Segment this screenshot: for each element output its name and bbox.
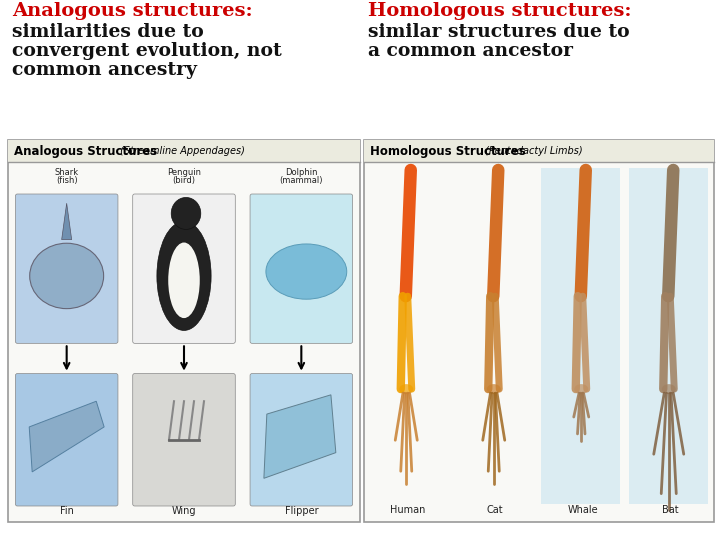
- Text: similar structures due to: similar structures due to: [368, 23, 629, 41]
- Text: Analogous Structures: Analogous Structures: [14, 145, 157, 158]
- Polygon shape: [264, 395, 336, 478]
- Text: Analogous structures:: Analogous structures:: [12, 2, 253, 20]
- Text: Human: Human: [390, 505, 426, 515]
- Text: Homologous structures:: Homologous structures:: [368, 2, 631, 20]
- Text: (bird): (bird): [173, 176, 196, 185]
- Text: Dolphin: Dolphin: [285, 168, 318, 177]
- Bar: [629, 168, 708, 504]
- Ellipse shape: [575, 384, 588, 394]
- Bar: [541, 168, 620, 504]
- Text: Flipper: Flipper: [284, 506, 318, 516]
- Bar: [8, 140, 360, 162]
- Text: similarities due to: similarities due to: [12, 23, 204, 41]
- Polygon shape: [30, 401, 104, 472]
- Text: Cat: Cat: [487, 505, 503, 515]
- Bar: [364, 140, 714, 522]
- Text: (fish): (fish): [56, 176, 78, 185]
- Text: (mammal): (mammal): [279, 176, 323, 185]
- Text: Shark: Shark: [55, 168, 78, 177]
- Text: convergent evolution, not: convergent evolution, not: [12, 42, 282, 60]
- FancyBboxPatch shape: [132, 374, 235, 506]
- Ellipse shape: [30, 243, 104, 309]
- Ellipse shape: [168, 242, 199, 318]
- Text: common ancestry: common ancestry: [12, 61, 197, 79]
- Text: Fin: Fin: [60, 506, 73, 516]
- Ellipse shape: [400, 384, 413, 394]
- Text: (Pentadactyl Limbs): (Pentadactyl Limbs): [482, 146, 582, 156]
- FancyBboxPatch shape: [132, 194, 235, 343]
- Ellipse shape: [266, 244, 347, 299]
- FancyBboxPatch shape: [15, 374, 118, 506]
- Text: Penguin: Penguin: [167, 168, 201, 177]
- Ellipse shape: [662, 384, 676, 394]
- Text: (Streamline Appendages): (Streamline Appendages): [117, 146, 245, 156]
- Text: Wing: Wing: [172, 506, 197, 516]
- Bar: [364, 140, 714, 162]
- Text: Whale: Whale: [567, 505, 598, 515]
- Bar: [8, 140, 360, 522]
- Text: a common ancestor: a common ancestor: [368, 42, 573, 60]
- Polygon shape: [62, 203, 72, 240]
- FancyBboxPatch shape: [250, 194, 353, 343]
- Ellipse shape: [487, 384, 500, 394]
- Text: Homologous Structures: Homologous Structures: [370, 145, 526, 158]
- Text: Bat: Bat: [662, 505, 678, 515]
- Ellipse shape: [157, 221, 211, 330]
- FancyBboxPatch shape: [15, 194, 118, 343]
- Ellipse shape: [171, 198, 201, 230]
- FancyBboxPatch shape: [250, 374, 353, 506]
